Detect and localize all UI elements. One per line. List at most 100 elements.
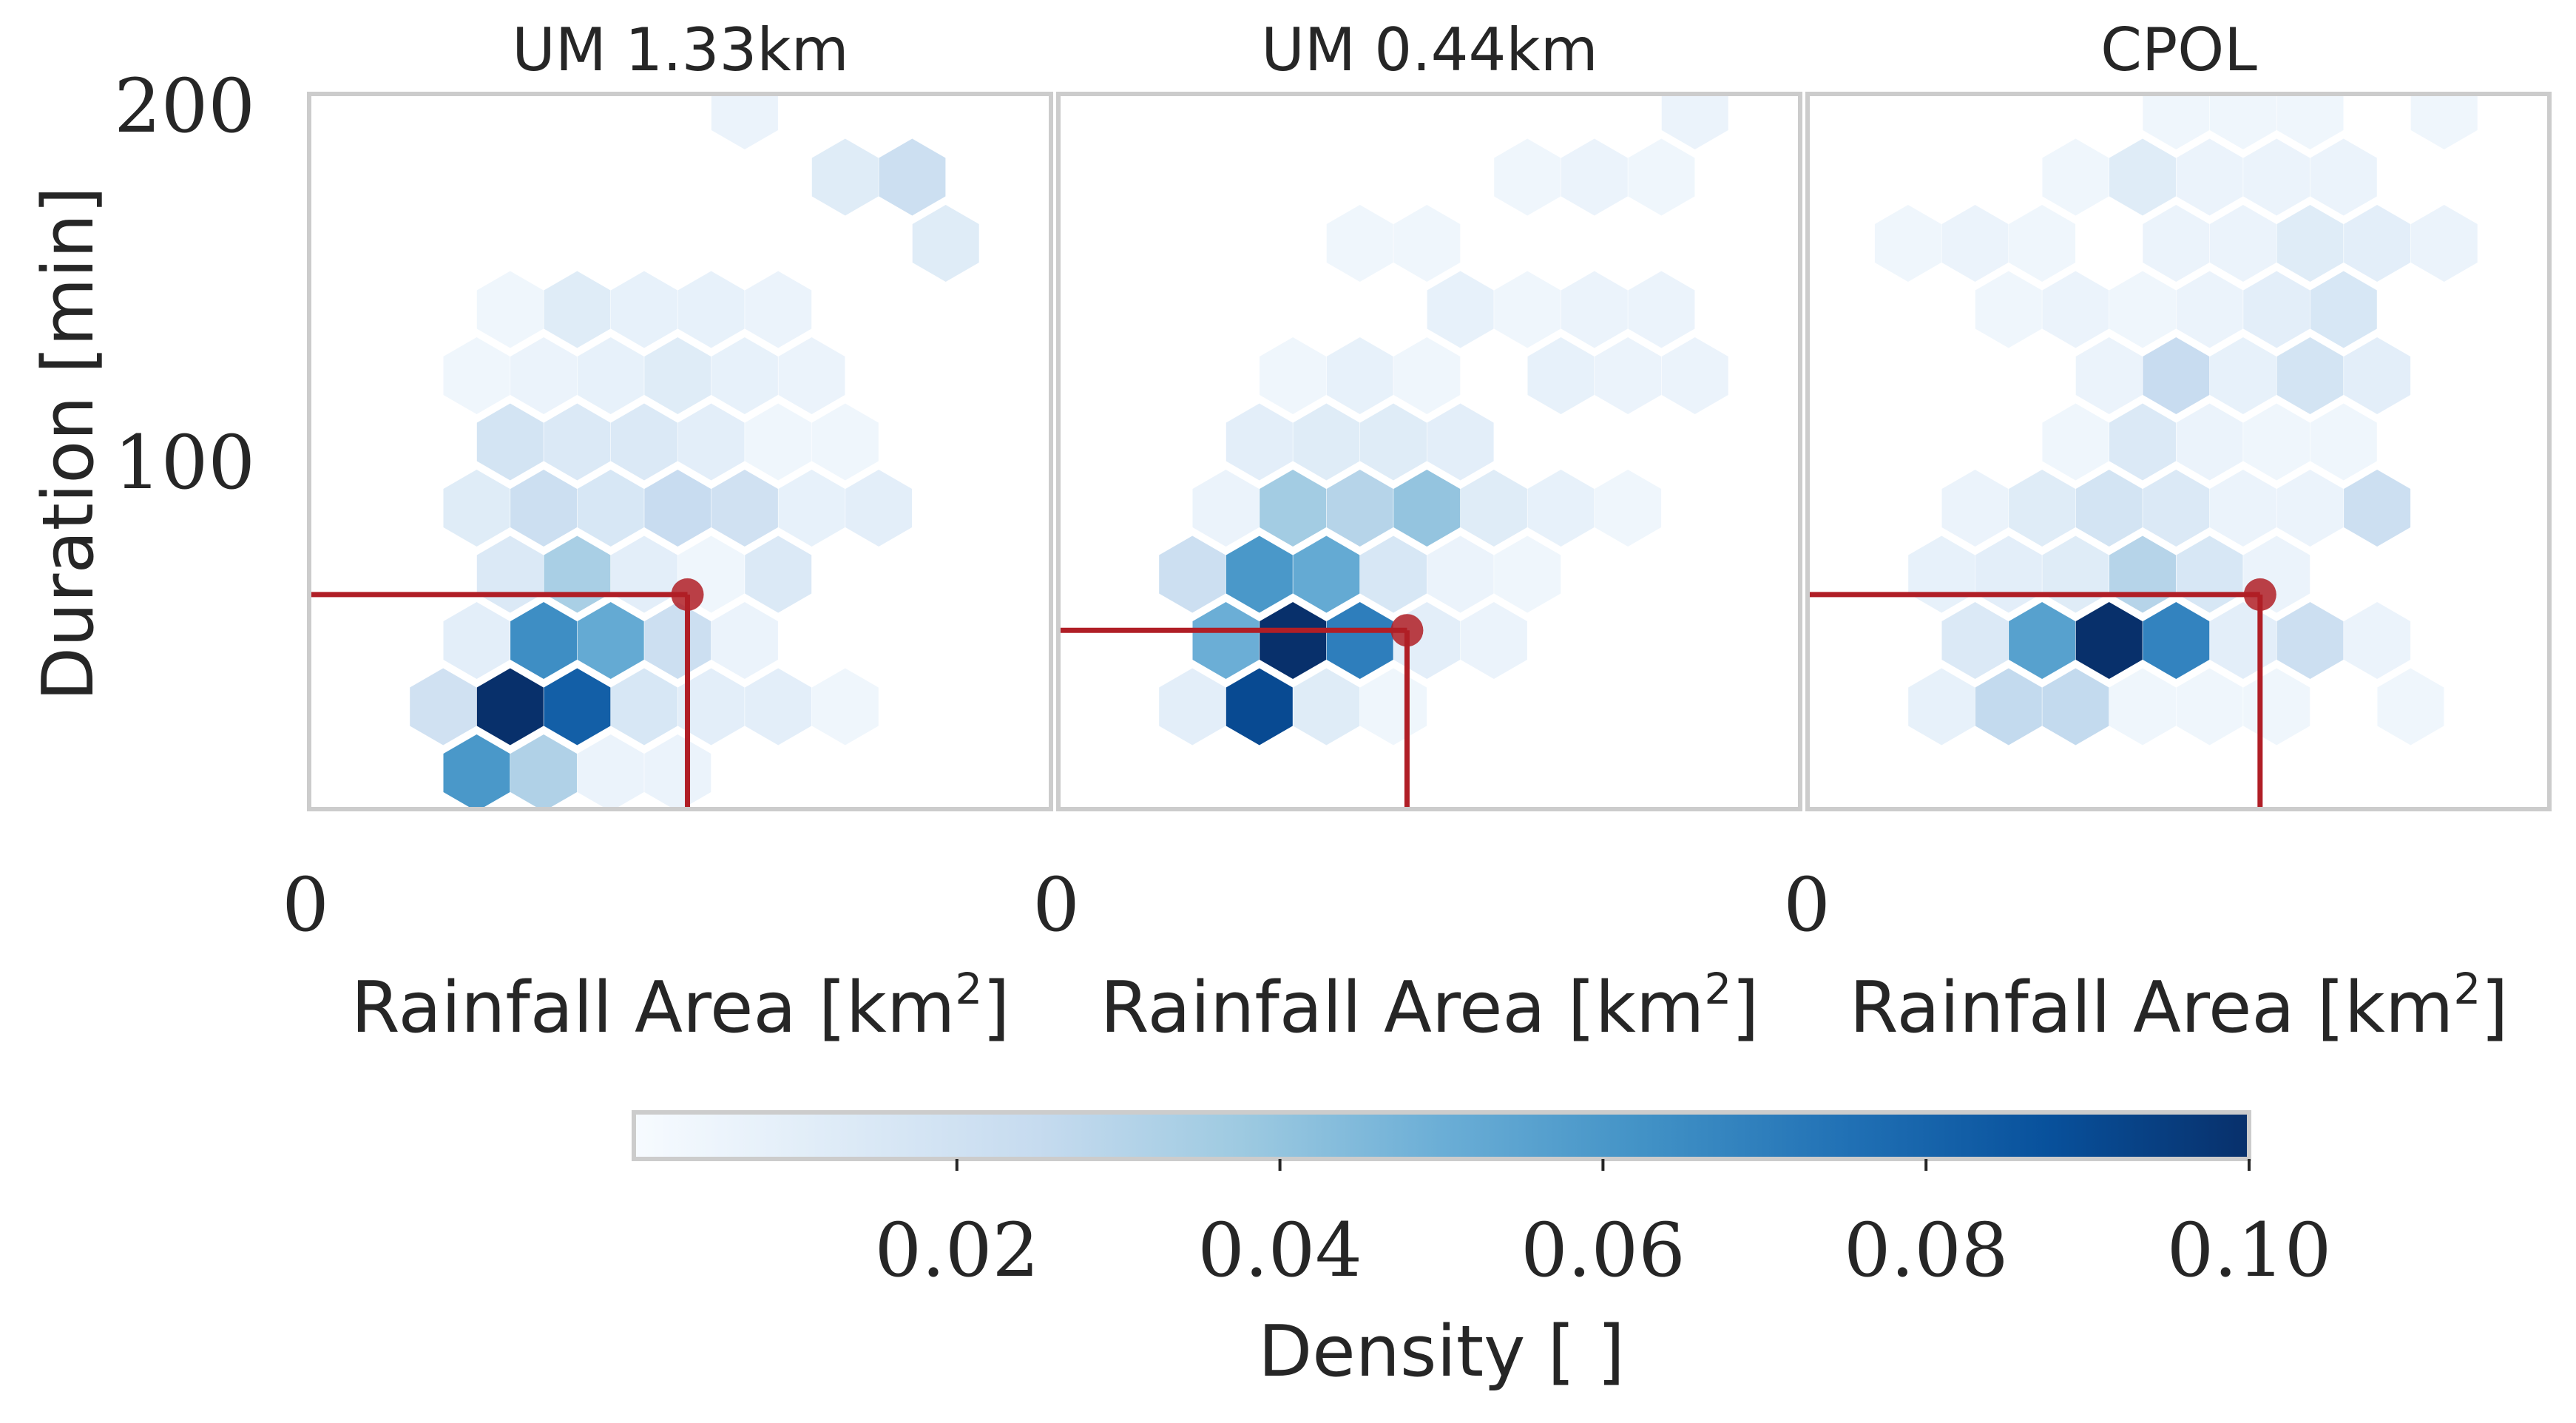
hexbin-cell [2377, 668, 2444, 746]
hexbin-cell [778, 470, 845, 547]
hexbin-cell [2344, 470, 2411, 547]
hexbin-layer [410, 94, 979, 809]
hexbin-cell [2276, 470, 2344, 547]
hexbin-cell [1192, 470, 1260, 547]
hexbin-cell [1326, 205, 1393, 282]
colorbar-tick-label: 0.08 [1844, 1207, 2009, 1294]
panel-title: CPOL [2100, 16, 2257, 84]
hexbin-cell [1874, 205, 1941, 282]
hexbin-cell [476, 403, 544, 481]
hexbin-cell [1494, 138, 1561, 216]
hexbin-cell [2209, 94, 2276, 149]
hexbin-cell [1260, 337, 1327, 414]
hexbin-cell [2344, 205, 2411, 282]
y-axis-label: Duration [min] [28, 186, 109, 701]
hexbin-cell [677, 668, 745, 746]
hexbin-cell [2176, 668, 2243, 746]
hexbin-cell [2176, 271, 2243, 348]
hexbin-cell [2243, 138, 2310, 216]
hexbin-cell [811, 403, 879, 481]
hexbin-cell [1975, 271, 2042, 348]
hexbin-cell [1975, 668, 2042, 746]
hexbin-cell [811, 668, 879, 746]
hexbin-cell [577, 602, 644, 679]
hexbin-cell [845, 470, 913, 547]
hexbin-cell [2209, 470, 2276, 547]
colorbar-gradient [632, 1110, 2251, 1161]
hexbin-cell [1326, 602, 1393, 679]
hexbin-cell [2109, 668, 2176, 746]
hexbin-cell [1427, 535, 1494, 613]
x-tick-label: 0 [1783, 862, 1830, 948]
hexbin-cell [510, 470, 578, 547]
median-point [2243, 578, 2276, 611]
hexbin-cell [1460, 470, 1527, 547]
hexbin-cell [2042, 668, 2109, 746]
svg-text:Rainfall Area [km2]: Rainfall Area [km2] [1850, 964, 2509, 1049]
hexbin-cell [2344, 337, 2411, 414]
median-marker [309, 578, 704, 809]
hexbin-cell [1159, 668, 1226, 746]
hexbin-cell [811, 138, 879, 216]
panel-frame [1805, 92, 2552, 811]
hexbin-cell [1393, 470, 1461, 547]
hexbin-cell [2075, 470, 2143, 547]
hexbin-layer [1874, 94, 2478, 746]
hexbin-cell [912, 205, 979, 282]
hexbin-cell [2009, 205, 2076, 282]
hexbin-cell [1360, 403, 1427, 481]
hexbin-cell [2243, 668, 2310, 746]
hexbin-cell [544, 271, 611, 348]
panel-title: UM 0.44km [1261, 16, 1598, 84]
colorbar-label: Density [ ] [1258, 1311, 1625, 1393]
hexbin-cell [510, 337, 578, 414]
panel-um-044km: UM 0.44km [1056, 16, 1802, 811]
hexbin-cell [1293, 668, 1360, 746]
hexbin-cell [611, 668, 677, 746]
hexbin-cell [1908, 535, 1975, 613]
y-tick-label: 100 [114, 419, 255, 506]
hexbin-cell [1941, 470, 2009, 547]
hexbin-cell [2042, 535, 2109, 613]
hexbin-cell [1360, 535, 1427, 613]
hexbin-cell [1192, 602, 1260, 679]
hexbin-cell [1661, 337, 1728, 414]
hexbin-cell [2075, 337, 2143, 414]
median-marker [1058, 614, 1424, 809]
hexbin-cell [2143, 205, 2210, 282]
panel-um-133km: UM 1.33km [307, 16, 1053, 811]
hexbin-cell [1326, 337, 1393, 414]
hexbin-cell [711, 470, 778, 547]
hexbin-cell [1941, 205, 2009, 282]
hexbin-cell [2143, 470, 2210, 547]
hexbin-cell [1908, 668, 1975, 746]
x-tick-label: 0 [282, 862, 329, 948]
hexbin-cell [1260, 470, 1327, 547]
svg-text:Rainfall Area [km2]: Rainfall Area [km2] [1101, 964, 1759, 1049]
hexbin-cell [443, 337, 510, 414]
hexbin-cell [1494, 535, 1561, 613]
hexbin-cell [745, 668, 812, 746]
hexbin-cell [2310, 403, 2377, 481]
hexbin-cell [2310, 138, 2377, 216]
hexbin-cell [577, 734, 644, 809]
hexbin-cell [745, 403, 812, 481]
panel-title: UM 1.33km [512, 16, 848, 84]
panel-frame [307, 92, 1053, 811]
hexbin-cell [2243, 271, 2310, 348]
hexbin-cell [443, 602, 510, 679]
hexbin-cell [2344, 602, 2411, 679]
colorbar: 0.02 0.04 0.06 0.08 0.10 Density [ ] [632, 1110, 2331, 1393]
hexbin-cell [2410, 94, 2478, 149]
hexbin-cell [510, 602, 578, 679]
hexbin-cell [778, 337, 845, 414]
colorbar-tick-label: 0.04 [1197, 1207, 1362, 1294]
panel-cpol: CPOL [1805, 16, 2552, 811]
hexbin-cell [544, 668, 611, 746]
hexbin-cell [644, 470, 711, 547]
hexbin-cell [644, 734, 711, 809]
hexbin-cell [1595, 470, 1662, 547]
hexbin-cell [2276, 602, 2344, 679]
hexbin-cell [2009, 470, 2076, 547]
